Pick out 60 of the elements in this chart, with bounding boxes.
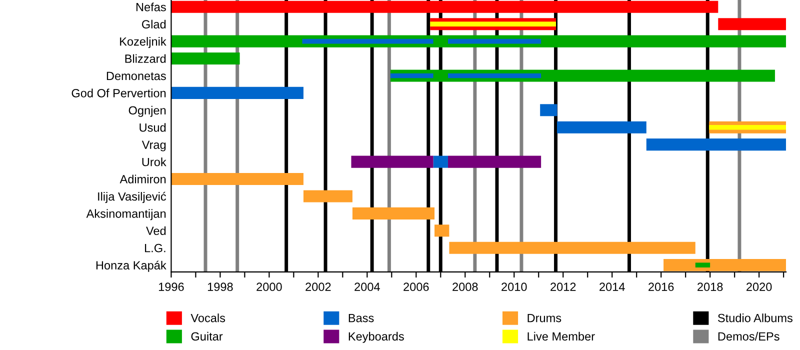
bar <box>433 156 448 168</box>
legend-label: Vocals <box>190 314 226 322</box>
bar <box>171 0 718 13</box>
x-tick-label: 2000 <box>256 282 282 292</box>
bar <box>664 259 786 272</box>
bar <box>434 224 450 237</box>
x-tick-label: 2002 <box>306 282 331 292</box>
bar <box>449 242 696 254</box>
bar <box>171 52 240 65</box>
y-tick-label: Demonetas <box>106 72 166 80</box>
bar <box>448 38 542 44</box>
x-tick-label: 1996 <box>158 282 184 292</box>
bar <box>448 73 542 78</box>
bar <box>351 156 434 168</box>
x-tick-label: 2010 <box>502 282 527 292</box>
y-tick-label: Ved <box>146 226 166 236</box>
y-tick-label: Usud <box>140 123 166 132</box>
bar <box>448 156 542 168</box>
y-tick-label: Kozeljnik <box>120 37 166 48</box>
x-tick-label: 2006 <box>404 282 429 292</box>
bar <box>302 38 434 44</box>
legend-label: Drums <box>528 314 562 322</box>
x-tick-label: 2004 <box>354 282 380 292</box>
y-tick-label: Adimiron <box>120 174 166 184</box>
y-tick-label: Honza Kapák <box>96 260 166 272</box>
legend-label: Demos/EPs <box>718 332 780 341</box>
bar <box>171 86 304 99</box>
legend-label: Bass <box>348 314 374 322</box>
legend-label: Keyboards <box>348 332 404 343</box>
y-tick-label: Ilija Vasiljević <box>98 192 166 204</box>
x-tick-label: 2008 <box>452 282 478 292</box>
legend-label: Live Member <box>528 332 595 341</box>
legend-label: Studio Albums <box>718 314 792 322</box>
y-tick-label: Aksinomantijan <box>86 209 166 220</box>
x-tick-label: 2020 <box>746 282 772 292</box>
x-tick-label: 1998 <box>208 282 233 292</box>
bar <box>303 190 352 202</box>
bar <box>430 22 556 27</box>
y-tick-label: Nefas <box>136 2 166 12</box>
bar <box>646 138 786 151</box>
bar <box>718 18 786 30</box>
bar <box>556 121 646 134</box>
y-tick-label: Vrag <box>142 140 166 152</box>
bar <box>390 73 434 78</box>
y-tick-label: God Of Pervertion <box>72 88 166 98</box>
x-tick-label: 2014 <box>600 282 625 292</box>
bar <box>171 172 304 186</box>
bar <box>695 262 710 268</box>
bar <box>540 104 558 116</box>
y-tick-label: Ognjen <box>128 106 166 117</box>
x-tick-label: 2018 <box>698 282 723 292</box>
bar <box>709 124 786 130</box>
y-tick-label: Urok <box>142 158 166 166</box>
y-tick-label: L.G. <box>145 244 166 252</box>
x-tick-label: 2012 <box>550 282 576 292</box>
y-tick-label: Blizzard <box>125 54 166 63</box>
x-tick-label: 2016 <box>648 282 674 292</box>
bar <box>352 207 435 220</box>
legend-label: Guitar <box>191 332 223 341</box>
y-tick-label: Glad <box>142 20 166 28</box>
